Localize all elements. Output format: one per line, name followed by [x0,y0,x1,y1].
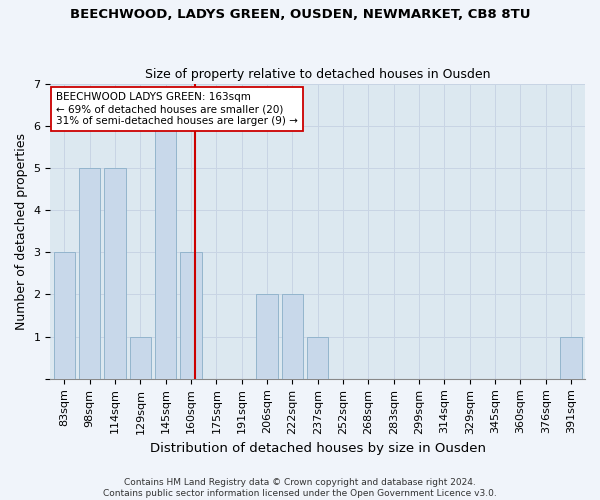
Bar [256,294,278,379]
X-axis label: Distribution of detached houses by size in Ousden: Distribution of detached houses by size … [150,442,486,455]
Bar [104,168,126,379]
Title: Size of property relative to detached houses in Ousden: Size of property relative to detached ho… [145,68,490,81]
Bar [155,126,176,379]
Bar [281,294,303,379]
Bar [307,336,328,379]
Text: Contains HM Land Registry data © Crown copyright and database right 2024.
Contai: Contains HM Land Registry data © Crown c… [103,478,497,498]
Bar [130,336,151,379]
Bar [53,252,75,379]
Bar [79,168,100,379]
Y-axis label: Number of detached properties: Number of detached properties [15,132,28,330]
Text: BEECHWOOD, LADYS GREEN, OUSDEN, NEWMARKET, CB8 8TU: BEECHWOOD, LADYS GREEN, OUSDEN, NEWMARKE… [70,8,530,20]
Bar [560,336,582,379]
Bar [180,252,202,379]
Text: BEECHWOOD LADYS GREEN: 163sqm
← 69% of detached houses are smaller (20)
31% of s: BEECHWOOD LADYS GREEN: 163sqm ← 69% of d… [56,92,298,126]
